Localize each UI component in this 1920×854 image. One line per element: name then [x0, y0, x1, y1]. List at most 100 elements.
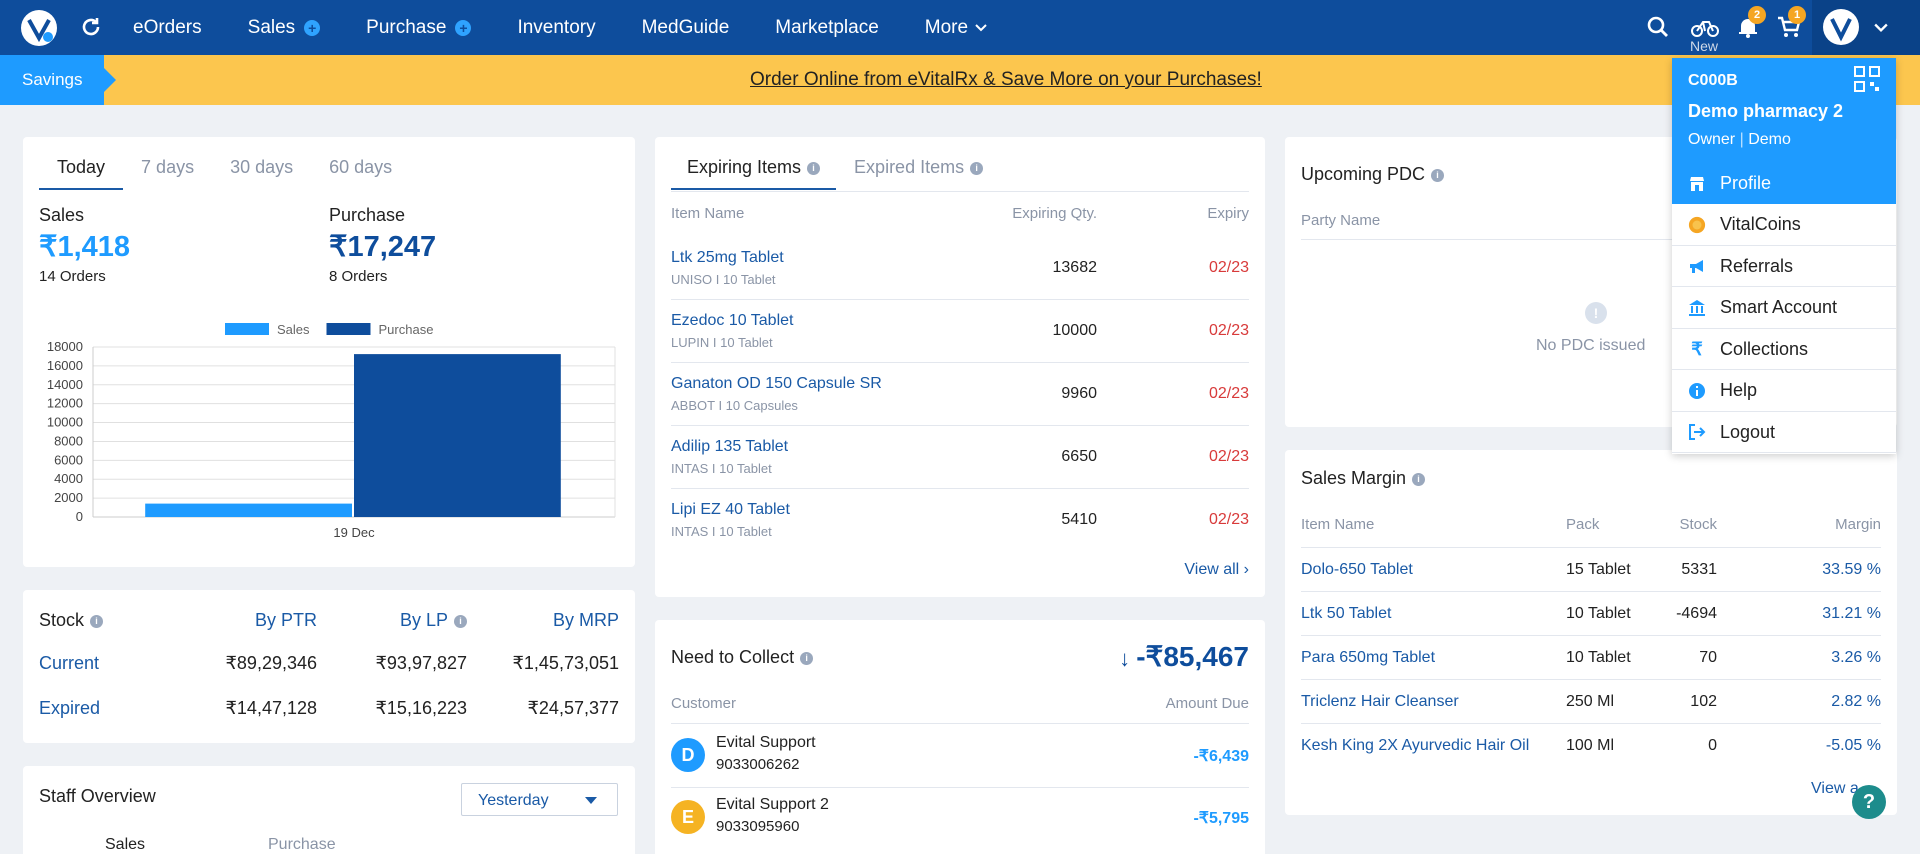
tab-expiring-items[interactable]: Expiring Items i: [671, 157, 837, 190]
help-chat-button[interactable]: ?: [1852, 785, 1886, 819]
tab-expired-items[interactable]: Expired Items i: [836, 157, 1001, 190]
app-logo[interactable]: [21, 10, 57, 46]
item-stock: -4694: [1676, 605, 1717, 622]
table-row[interactable]: Dolo-650 Tablet 15 Tablet 5331 33.59 %: [1301, 548, 1881, 592]
tab-expired-items-label: Expired Items: [854, 157, 965, 177]
megaphone-icon: [1688, 257, 1706, 275]
item-name[interactable]: Dolo-650 Tablet: [1301, 561, 1413, 578]
nav-purchase[interactable]: Purchase +: [366, 16, 472, 39]
item-name[interactable]: Ltk 25mg Tablet: [671, 249, 784, 266]
table-row[interactable]: Kesh King 2X Ayurvedic Hair Oil 100 Ml 0 -5…: [1301, 724, 1881, 768]
customer-name: Evital Support: [716, 734, 816, 751]
collect-title: Need to Collect i: [671, 647, 814, 668]
period-select[interactable]: Yesterday: [461, 783, 618, 816]
top-navbar: eOrders Sales + Purchase + Inventory MedGu…: [0, 0, 1920, 55]
header-by-mrp[interactable]: By MRP: [552, 610, 619, 630]
table-row[interactable]: Lipi EZ 40 Tablet INTAS I 10 Tablet 5410 02…: [671, 489, 1249, 552]
profile-dropdown: C000B Demo pharmacy 2 Owner | Demo Profi…: [1672, 58, 1896, 454]
info-icon[interactable]: i: [970, 161, 984, 175]
nav-purchase-label: Purchase: [366, 16, 447, 38]
need-to-collect-card: Need to Collect i ↓ -₹85,467 Customer Amo…: [655, 620, 1265, 854]
menu-item-smart-account[interactable]: Smart Account: [1672, 288, 1896, 329]
expiry-date: 02/23: [1208, 385, 1249, 402]
expiring-view-all[interactable]: View all ›: [1184, 561, 1249, 579]
info-icon[interactable]: i: [800, 651, 814, 665]
col-item-name: Item Name: [1301, 516, 1375, 533]
nav-eorders[interactable]: eOrders: [133, 17, 202, 39]
table-row[interactable]: Ltk 50 Tablet 10 Tablet -4694 31.21 %: [1301, 592, 1881, 636]
menu-item-vitalcoins[interactable]: VitalCoins: [1672, 205, 1896, 246]
tab-today[interactable]: Today: [39, 157, 124, 190]
item-name[interactable]: Kesh King 2X Ayurvedic Hair Oil: [1301, 737, 1530, 754]
add-purchase-icon[interactable]: +: [455, 19, 472, 36]
y-tick-label: 12000: [47, 396, 83, 411]
promo-link[interactable]: Order Online from eVitalRx & Save More o…: [750, 69, 1262, 90]
nav-inventory[interactable]: Inventory: [517, 17, 595, 39]
item-name[interactable]: Ezedoc 10 Tablet: [671, 312, 794, 329]
nav-sales[interactable]: Sales +: [248, 17, 321, 39]
search-icon[interactable]: [1645, 14, 1671, 40]
nav-more[interactable]: More: [925, 17, 987, 39]
legend-label[interactable]: Sales: [277, 322, 310, 337]
item-name[interactable]: Para 650mg Tablet: [1301, 649, 1436, 666]
list-item[interactable]: E Evital Support 2 9033095960 -₹5,795: [671, 788, 1249, 850]
col-pack: Pack: [1566, 516, 1600, 533]
legend-swatch[interactable]: [326, 323, 371, 335]
menu-item-referrals[interactable]: Referrals: [1672, 246, 1896, 287]
bar-sales[interactable]: [145, 503, 352, 517]
staff-tab-sales[interactable]: Sales: [105, 836, 146, 853]
sales-orders: 14 Orders: [39, 268, 106, 285]
margin-view-all[interactable]: View a: [1811, 780, 1859, 797]
avatar: [1823, 9, 1859, 45]
pdc-empty: No PDC issued: [1536, 337, 1646, 354]
arrow-down-icon: ↓: [1119, 646, 1137, 671]
sales-value: ₹1,418: [39, 231, 131, 263]
stock-value: ₹15,16,223: [375, 698, 467, 718]
legend-label[interactable]: Purchase: [379, 322, 434, 337]
table-row[interactable]: Ganaton OD 150 Capsule SR ABBOT I 10 Caps…: [671, 363, 1249, 426]
item-name[interactable]: Triclenz Hair Cleanser: [1301, 693, 1459, 710]
stock-row-label[interactable]: Expired: [39, 698, 101, 718]
legend-swatch[interactable]: [225, 323, 269, 335]
refresh-icon[interactable]: [79, 15, 103, 39]
table-row[interactable]: Ezedoc 10 Tablet LUPIN I 10 Tablet 10000 02…: [671, 300, 1249, 363]
item-name[interactable]: Ltk 50 Tablet: [1301, 605, 1392, 622]
menu-item-logout[interactable]: Logout: [1672, 412, 1896, 453]
info-icon[interactable]: i: [90, 614, 104, 628]
tab-60-days[interactable]: 60 days: [329, 157, 393, 177]
info-icon[interactable]: i: [454, 614, 467, 628]
customer-phone: 9033095960: [716, 818, 800, 835]
header-by-lp[interactable]: By LP i: [400, 610, 467, 631]
staff-tab-purchase[interactable]: Purchase: [268, 836, 336, 853]
profile-toggle[interactable]: [1812, 0, 1920, 55]
col-customer: Customer: [671, 695, 737, 712]
item-pack: 10 Tablet: [1566, 649, 1631, 666]
info-icon[interactable]: i: [1431, 168, 1445, 182]
nav-medguide[interactable]: MedGuide: [642, 17, 730, 39]
menu-item-help[interactable]: Help: [1672, 371, 1896, 412]
item-name[interactable]: Lipi EZ 40 Tablet: [671, 501, 790, 518]
add-sale-icon[interactable]: +: [304, 19, 321, 36]
bar-purchase[interactable]: [354, 354, 561, 517]
qr-code-icon[interactable]: [1854, 66, 1880, 92]
menu-item-collections[interactable]: ₹ Collections: [1672, 329, 1896, 370]
tab-30-days[interactable]: 30 days: [230, 157, 294, 177]
bicycle-icon[interactable]: [1690, 14, 1720, 40]
stock-row-label[interactable]: Current: [39, 653, 100, 673]
item-name[interactable]: Adilip 135 Tablet: [671, 438, 789, 455]
item-name[interactable]: Ganaton OD 150 Capsule SR: [671, 375, 882, 392]
table-row[interactable]: Para 650mg Tablet 10 Tablet 70 3.26 %: [1301, 636, 1881, 680]
list-item[interactable]: D Evital Support 9033006262 -₹6,439: [671, 726, 1249, 788]
info-icon[interactable]: i: [1412, 472, 1426, 486]
menu-item-profile[interactable]: Profile: [1672, 163, 1896, 204]
margin-title: Sales Margin i: [1301, 468, 1426, 489]
header-by-ptr[interactable]: By PTR: [254, 610, 317, 630]
table-row[interactable]: Ltk 25mg Tablet UNISO I 10 Tablet 13682 02/…: [671, 237, 1249, 300]
table-row[interactable]: Adilip 135 Tablet INTAS I 10 Tablet 6650 02…: [671, 426, 1249, 489]
table-row[interactable]: Triclenz Hair Cleanser 250 Ml 102 2.82 %: [1301, 680, 1881, 724]
tab-7-days[interactable]: 7 days: [141, 157, 195, 177]
info-icon[interactable]: i: [807, 161, 821, 175]
nav-marketplace[interactable]: Marketplace: [775, 17, 879, 39]
savings-tag[interactable]: Savings: [0, 55, 116, 105]
item-pack: 100 Ml: [1566, 737, 1615, 754]
